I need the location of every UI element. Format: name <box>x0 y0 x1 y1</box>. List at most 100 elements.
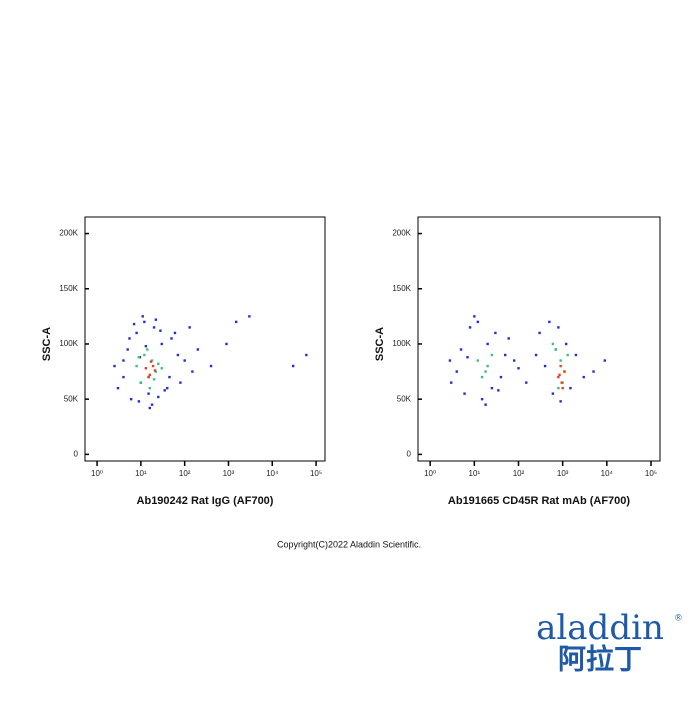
x-tick-label: 10⁰ <box>91 469 103 478</box>
logo-mark: ® <box>675 612 682 622</box>
event-point <box>152 378 156 381</box>
event-point <box>484 370 487 373</box>
event-point <box>154 318 158 321</box>
event-point <box>151 364 155 368</box>
event-point <box>139 381 143 384</box>
event-point <box>170 337 173 340</box>
event-point <box>305 353 308 357</box>
event-point <box>148 373 152 377</box>
event-point <box>480 397 484 401</box>
event-point <box>559 400 562 403</box>
event-point <box>148 406 152 410</box>
y-axis-title: SSC-A <box>41 327 53 361</box>
x-axis-title: Ab191665 CD45R Rat mAb (AF700) <box>448 495 631 507</box>
event-point <box>160 342 163 346</box>
event-point <box>463 392 466 395</box>
event-point <box>490 353 494 357</box>
y-tick-label: 150K <box>392 284 411 293</box>
event-point <box>196 348 200 351</box>
event-point <box>480 375 484 379</box>
event-point <box>157 362 160 366</box>
event-point <box>166 386 169 390</box>
event-point <box>569 386 572 390</box>
event-point <box>291 364 295 368</box>
event-point <box>137 400 141 403</box>
event-point <box>459 348 463 351</box>
event-point <box>141 315 144 318</box>
event-point <box>525 381 528 384</box>
event-point <box>143 320 146 324</box>
event-point <box>557 326 560 329</box>
event-point <box>183 359 186 362</box>
event-point <box>582 375 585 379</box>
event-point <box>159 329 162 332</box>
event-point <box>113 364 116 368</box>
event-point <box>561 386 564 390</box>
event-point <box>225 342 228 346</box>
event-point <box>592 370 595 373</box>
event-point <box>234 320 238 324</box>
event-point <box>566 353 569 357</box>
plot-frame <box>417 216 661 462</box>
x-axis-title: Ab190242 Rat IgG (AF700) <box>137 495 274 507</box>
event-point <box>476 359 480 362</box>
event-point <box>188 326 191 329</box>
event-point <box>557 386 560 390</box>
event-point <box>507 337 510 340</box>
event-point <box>473 315 476 318</box>
x-tick-label: 10¹ <box>469 469 481 478</box>
event-point <box>554 348 558 351</box>
event-point <box>534 353 538 357</box>
event-point <box>490 386 494 390</box>
y-tick-label: 150K <box>59 284 78 293</box>
event-point <box>147 392 150 395</box>
event-point <box>146 348 149 351</box>
event-point <box>504 353 507 357</box>
x-tick-label: 10³ <box>557 469 569 478</box>
event-point <box>126 348 129 351</box>
x-tick-label: 10³ <box>223 469 235 478</box>
event-point <box>466 356 469 359</box>
event-point <box>122 359 125 362</box>
event-point <box>455 370 458 373</box>
y-tick-label: 200K <box>392 229 411 238</box>
event-point <box>559 359 562 362</box>
event-point <box>147 375 150 379</box>
event-point <box>152 326 156 329</box>
x-tick-label: 10⁵ <box>645 469 657 478</box>
event-point <box>484 403 487 406</box>
y-tick-label: 200K <box>59 229 78 238</box>
event-point <box>603 359 607 362</box>
event-point <box>144 367 148 370</box>
event-point <box>157 395 160 399</box>
event-point <box>153 369 157 372</box>
event-point <box>574 353 578 357</box>
x-tick-label: 10⁰ <box>424 469 436 478</box>
event-point <box>543 364 547 368</box>
event-point <box>160 367 163 370</box>
event-point <box>559 364 562 368</box>
event-point <box>132 322 136 326</box>
logo-chinese: 阿拉丁 <box>558 642 642 674</box>
x-tick-label: 10⁴ <box>266 469 279 478</box>
x-tick-label: 10² <box>179 469 191 478</box>
event-point <box>517 367 520 370</box>
event-point <box>116 386 120 390</box>
y-tick-label: 100K <box>392 339 411 348</box>
event-point <box>150 403 154 406</box>
logo-text: aladdin <box>536 608 664 648</box>
event-point <box>191 370 194 373</box>
event-point <box>148 386 152 390</box>
event-point <box>564 342 568 346</box>
y-tick-label: 0 <box>407 449 412 458</box>
y-axis-title: SSC-A <box>374 327 386 361</box>
y-tick-label: 100K <box>59 339 78 348</box>
event-point <box>179 381 182 384</box>
event-point <box>122 375 125 379</box>
event-point <box>497 389 500 392</box>
event-point <box>448 359 452 362</box>
event-point <box>563 370 566 373</box>
event-point <box>560 381 563 384</box>
x-tick-label: 10⁵ <box>310 469 322 478</box>
